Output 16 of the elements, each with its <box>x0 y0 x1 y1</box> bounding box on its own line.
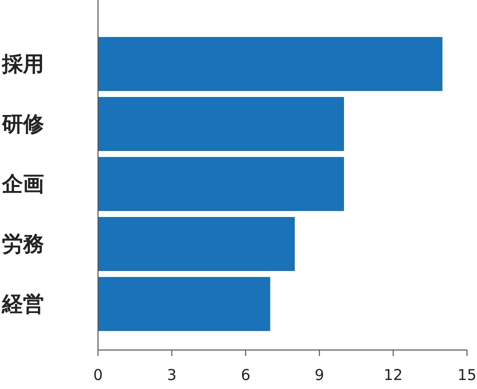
x-tick-label: 3 <box>167 366 177 384</box>
y-tick-label: 企画 <box>1 172 44 196</box>
x-tick-label: 0 <box>93 366 103 384</box>
x-tick-label: 12 <box>384 366 403 384</box>
y-tick-label: 経営 <box>1 292 44 316</box>
y-tick-label: 労務 <box>2 232 44 256</box>
bar <box>98 277 270 331</box>
bar <box>98 217 295 271</box>
x-tick-label: 9 <box>314 366 324 384</box>
bar <box>98 157 344 211</box>
y-tick-label: 研修 <box>1 112 45 136</box>
bar <box>98 37 442 91</box>
x-tick-label: 6 <box>240 366 250 384</box>
x-tick-label: 15 <box>457 366 477 384</box>
bar <box>98 97 344 151</box>
y-tick-label: 採用 <box>1 52 44 76</box>
